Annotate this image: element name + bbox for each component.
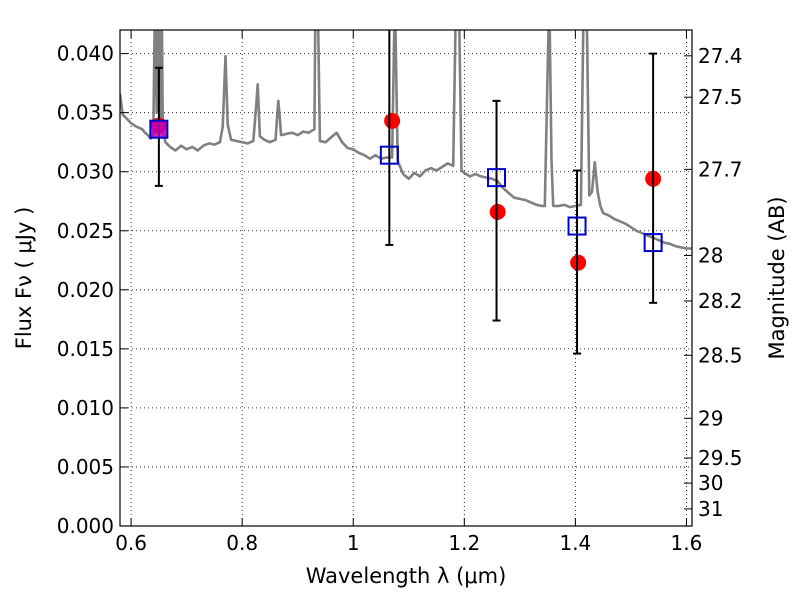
y-tick-label: 0.015 [57, 337, 114, 361]
plot-frame [119, 29, 693, 527]
synthetic-point [487, 168, 507, 188]
y-tick-label: 0.030 [57, 160, 114, 184]
plot-background [120, 30, 692, 526]
magnitude-tick-label: 27.5 [698, 85, 743, 109]
y-tick-label: 0.040 [57, 42, 114, 66]
y-tick-label: 0.035 [57, 101, 114, 125]
observed-point [570, 254, 587, 271]
observed-point [384, 112, 401, 129]
ticks: 0.6 0.8 1 1.2 1.4 1.6 0.000 0.005 0.010 0.015 0.02… [57, 30, 743, 555]
y-tick-label: 0.005 [57, 455, 114, 479]
synthetic-point [379, 145, 399, 165]
x-tick-label: 1.6 [671, 531, 703, 555]
x-axis-label: Wavelength λ (μm) [306, 564, 507, 588]
x-tick-label: 0.6 [115, 531, 147, 555]
x-tick-label: 0.8 [226, 531, 258, 555]
y-tick-label: 0.010 [57, 396, 114, 420]
magnitude-tick-label: 28 [698, 243, 723, 267]
synthetic-point [567, 216, 587, 236]
magnitude-tick-label: 29 [698, 406, 723, 430]
data-layer [120, 30, 692, 355]
magnitude-tick-label: 30 [698, 471, 723, 495]
y-tick-label: 0.025 [57, 219, 114, 243]
magnitude-tick-label: 29.5 [698, 446, 743, 470]
y-axis-label: Flux Fν ( μJy ) [12, 207, 36, 350]
magnitude-tick-label: 31 [698, 497, 723, 521]
synthetic-point [643, 233, 663, 253]
magnitude-axis-label: Magnitude (AB) [765, 196, 789, 359]
synthetic-point [149, 119, 169, 139]
y-tick-label: 0.000 [57, 514, 114, 538]
y-tick-label: 0.020 [57, 278, 114, 302]
x-tick-label: 1.4 [559, 531, 591, 555]
magnitude-tick-label: 28.5 [698, 343, 743, 367]
magnitude-tick-label: 27.4 [698, 44, 743, 68]
observed-point [489, 203, 506, 220]
x-tick-label: 1 [347, 531, 360, 555]
magnitude-tick-label: 27.7 [698, 157, 743, 181]
x-tick-label: 1.2 [448, 531, 480, 555]
magnitude-tick-label: 28.2 [698, 289, 743, 313]
